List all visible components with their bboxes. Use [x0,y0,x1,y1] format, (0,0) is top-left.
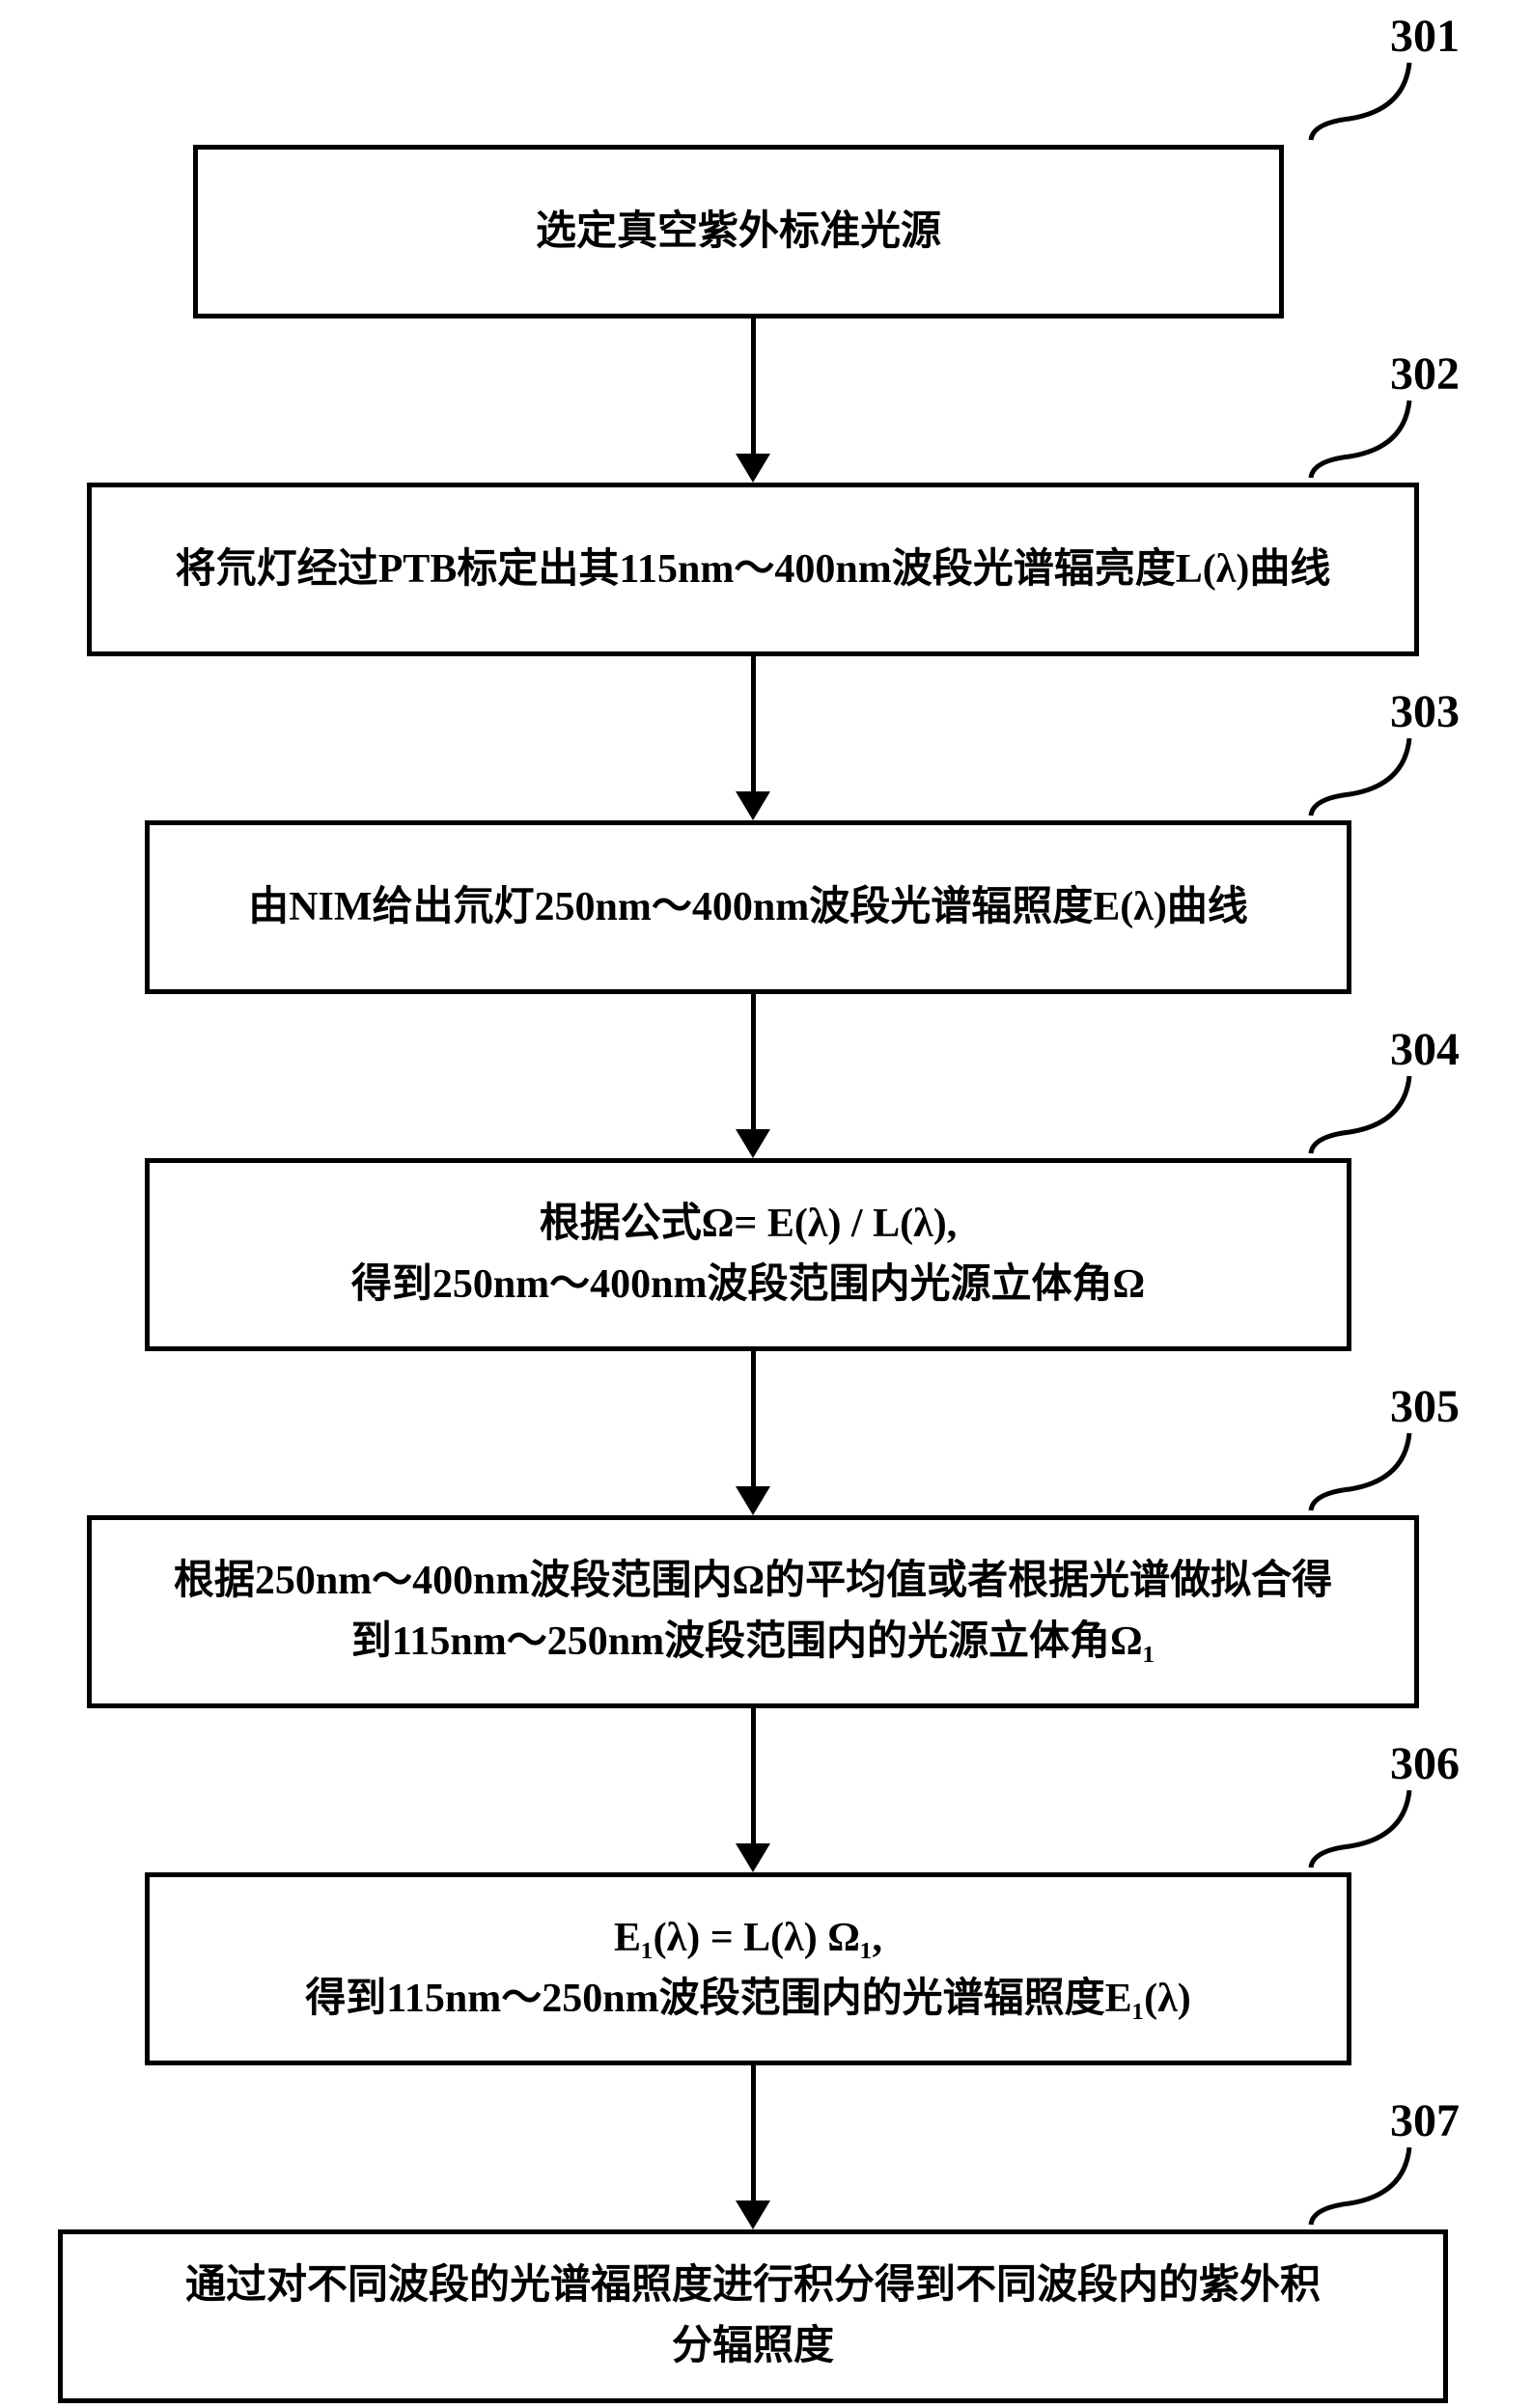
arrow-head-icon [736,1843,770,1872]
flowchart-arrow [736,318,770,483]
arrow-head-icon [736,1486,770,1515]
step-text-line: 由NIM给出氘灯250nm～400nm波段光谱辐照度E(λ)曲线 [248,877,1248,938]
label-leader-curve [1303,2143,1419,2234]
step-label-306: 306 [1390,1737,1460,1790]
flowchart-arrow [736,994,770,1158]
step-label-303: 303 [1390,685,1460,738]
step-text-line: 分辐照度 [672,2316,834,2377]
label-leader-curve [1303,1785,1419,1877]
step-label-304: 304 [1390,1023,1460,1076]
flowchart-step-301: 选定真空紫外标准光源 [193,145,1284,318]
step-text-line: 得到115nm～250nm波段范围内的光谱辐照度E₁(λ) [305,1969,1191,2030]
step-text-line: 通过对不同波段的光谱福照度进行积分得到不同波段内的紫外积 [185,2256,1321,2316]
flowchart-step-307: 通过对不同波段的光谱福照度进行积分得到不同波段内的紫外积分辐照度 [58,2229,1448,2403]
arrow-line [751,656,756,791]
arrow-head-icon [736,454,770,483]
step-text-line: E₁(λ) = L(λ) Ω₁, [614,1908,882,1969]
flowchart-step-305: 根据250nm～400nm波段范围内Ω的平均值或者根据光谱做拟合得到115nm～… [87,1515,1419,1708]
flowchart-arrow [736,2065,770,2229]
step-text-line: 到115nm～250nm波段范围内的光源立体角Ω₁ [351,1612,1155,1673]
label-leader-curve [1303,1428,1419,1520]
step-text-line: 选定真空紫外标准光源 [536,202,941,263]
label-leader-curve [1303,733,1419,825]
step-label-301: 301 [1390,10,1460,63]
label-leader-curve [1303,1071,1419,1163]
label-leader-curve [1303,396,1419,487]
step-text-line: 将氘灯经过PTB标定出其115nm～400nm波段光谱辐亮度L(λ)曲线 [176,540,1331,600]
arrow-line [751,1708,756,1843]
arrow-head-icon [736,2200,770,2229]
flowchart-step-304: 根据公式Ω= E(λ) / L(λ),得到250nm～400nm波段范围内光源立… [145,1158,1351,1351]
flowchart-arrow [736,656,770,820]
arrow-line [751,1351,756,1486]
arrow-line [751,994,756,1129]
flowchart-arrow [736,1708,770,1872]
arrow-line [751,318,756,454]
flowchart-arrow [736,1351,770,1515]
step-label-305: 305 [1390,1380,1460,1433]
step-text-line: 得到250nm～400nm波段范围内光源立体角Ω [351,1255,1145,1315]
step-text-line: 根据250nm～400nm波段范围内Ω的平均值或者根据光谱做拟合得 [174,1551,1332,1612]
arrow-head-icon [736,1129,770,1158]
step-label-302: 302 [1390,347,1460,401]
flowchart-step-303: 由NIM给出氘灯250nm～400nm波段光谱辐照度E(λ)曲线 [145,820,1351,994]
arrow-line [751,2065,756,2200]
step-label-307: 307 [1390,2094,1460,2147]
flowchart-step-306: E₁(λ) = L(λ) Ω₁,得到115nm～250nm波段范围内的光谱辐照度… [145,1872,1351,2065]
flowchart-step-302: 将氘灯经过PTB标定出其115nm～400nm波段光谱辐亮度L(λ)曲线 [87,483,1419,656]
arrow-head-icon [736,791,770,820]
label-leader-curve [1303,58,1419,150]
step-text-line: 根据公式Ω= E(λ) / L(λ), [540,1194,957,1255]
